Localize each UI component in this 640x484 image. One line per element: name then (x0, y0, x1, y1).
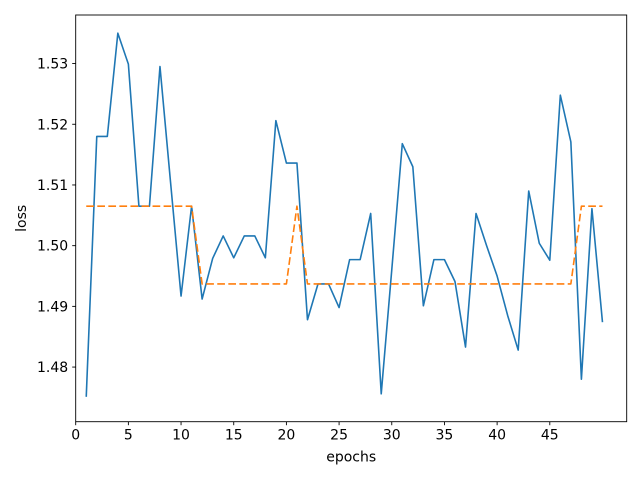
y-axis-label: loss (14, 205, 30, 232)
x-tick-label: 35 (436, 428, 454, 444)
x-tick-label: 5 (124, 428, 133, 444)
loss-series-line (85, 32, 604, 397)
y-tick-label: 1.49 (37, 299, 68, 315)
plot-border (75, 14, 628, 423)
y-tick-label: 1.51 (37, 178, 68, 194)
x-tick-label: 45 (541, 428, 559, 444)
dashed-step-series-line (86, 205, 603, 285)
y-tick-label: 1.50 (37, 239, 68, 255)
y-tick-label: 1.53 (37, 57, 68, 73)
plot-area: 0 5 10 15 20 25 30 35 40 45 1.48 1.49 1.50 1.51 1.52 1.… (37, 14, 628, 444)
x-tick-label: 15 (225, 428, 243, 444)
y-tick-label: 1.48 (37, 360, 68, 376)
x-tick-label: 20 (277, 428, 295, 444)
x-tick-label: 10 (172, 428, 190, 444)
x-tick-label: 40 (488, 428, 506, 444)
x-tick-label: 25 (330, 428, 348, 444)
x-tick-label: 0 (71, 428, 80, 444)
y-tick-label: 1.52 (37, 117, 68, 133)
x-axis-label: epochs (326, 450, 376, 466)
x-tick-label: 30 (383, 428, 401, 444)
